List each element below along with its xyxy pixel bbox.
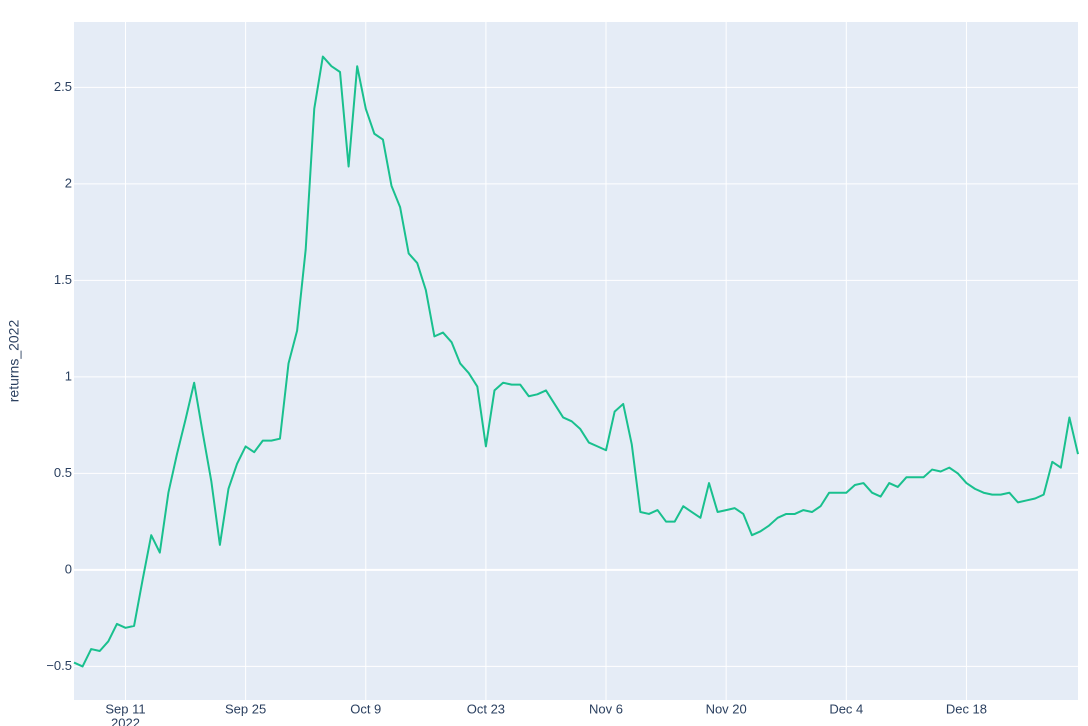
grid [74,22,1078,700]
y-tick-label: 0 [65,561,72,576]
x-tick-label: Dec 18 [946,701,987,716]
x-tick-label: Nov 6 [589,701,623,716]
y-tick-label: 2.5 [54,79,72,94]
y-tick-label: 1 [65,368,72,383]
x-tick-label: Dec 4 [829,701,863,716]
x-tick-label: Sep 25 [225,701,266,716]
y-tick-label: −0.5 [46,658,72,673]
y-tick-label: 0.5 [54,465,72,480]
data-line [73,55,1079,668]
y-tick-label: 2 [65,175,72,190]
x-tick-label: Nov 20 [706,701,747,716]
plot-background [74,22,1078,700]
y-tick-label: 1.5 [54,272,72,287]
x-tick-label: Oct 23 [467,701,505,716]
x-tick-label: Sep 11 [105,701,145,716]
x-tick-sublabel: 2022 [111,715,140,726]
x-tick-label: Oct 9 [350,701,381,716]
y-axis-title: returns_2022 [6,320,22,403]
